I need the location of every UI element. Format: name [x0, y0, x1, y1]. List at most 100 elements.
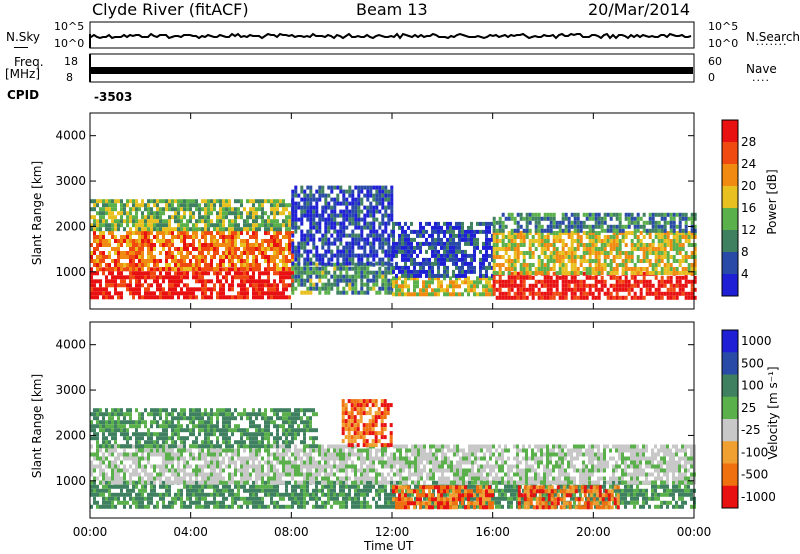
data-cell	[477, 492, 480, 497]
data-cell	[189, 227, 192, 232]
data-cell	[168, 484, 171, 489]
data-cell	[339, 253, 343, 258]
data-cell	[407, 249, 410, 254]
data-cell	[450, 488, 453, 493]
data-cell	[246, 267, 249, 271]
data-cell	[315, 205, 319, 210]
data-cell	[108, 452, 111, 457]
data-cell	[618, 263, 622, 267]
data-cell	[147, 480, 150, 485]
data-cell	[446, 229, 449, 234]
data-cell	[189, 203, 192, 208]
data-cell	[342, 504, 345, 509]
data-cell	[219, 255, 222, 259]
data-cell	[192, 488, 195, 493]
data-cell	[96, 255, 99, 259]
data-cell	[534, 496, 537, 501]
data-cell	[681, 255, 685, 259]
data-cell	[228, 239, 231, 243]
data-cell	[663, 255, 667, 259]
data-cell	[378, 492, 381, 497]
data-cell	[464, 241, 467, 246]
data-cell	[108, 231, 111, 235]
data-cell	[476, 221, 479, 226]
data-cell	[398, 241, 401, 246]
data-cell	[129, 231, 132, 235]
data-cell	[246, 259, 249, 263]
data-cell	[282, 291, 285, 296]
data-cell	[513, 251, 517, 255]
data-cell	[549, 283, 553, 288]
data-cell	[264, 219, 267, 224]
data-cell	[606, 271, 610, 275]
data-cell	[333, 205, 337, 210]
data-cell	[240, 215, 243, 220]
data-cell	[410, 245, 413, 250]
data-cell	[99, 223, 102, 228]
data-cell	[378, 241, 382, 246]
data-cell	[467, 261, 470, 266]
data-cell	[324, 274, 328, 279]
data-cell	[395, 261, 398, 266]
data-cell	[183, 275, 186, 280]
data-cell	[102, 207, 105, 212]
data-cell	[399, 488, 402, 493]
data-cell	[534, 271, 538, 275]
data-cell	[216, 263, 219, 267]
data-cell	[189, 259, 192, 263]
data-cell	[369, 233, 373, 238]
data-cell	[171, 235, 174, 239]
data-cell	[437, 292, 440, 297]
data-cell	[111, 267, 114, 271]
data-cell	[585, 251, 589, 255]
data-cell	[294, 201, 298, 206]
data-cell	[363, 266, 367, 271]
data-cell	[422, 229, 425, 234]
data-cell	[177, 227, 180, 232]
data-cell	[473, 233, 476, 238]
data-cell	[627, 231, 631, 235]
data-cell	[642, 295, 646, 300]
data-cell	[378, 189, 382, 194]
data-cell	[120, 452, 123, 457]
data-cell	[564, 279, 568, 284]
data-cell	[452, 229, 455, 234]
data-cell	[213, 239, 216, 243]
data-cell	[141, 211, 144, 216]
data-cell	[573, 275, 577, 280]
data-cell	[561, 239, 565, 243]
data-cell	[174, 211, 177, 216]
data-cell	[243, 207, 246, 212]
data-cell	[225, 504, 228, 509]
data-cell	[210, 267, 213, 271]
data-cell	[120, 235, 123, 239]
data-cell	[354, 205, 358, 210]
data-cell	[108, 444, 111, 449]
data-cell	[452, 269, 455, 274]
data-cell	[192, 255, 195, 259]
data-cell	[636, 500, 639, 505]
data-cell	[606, 255, 610, 259]
data-cell	[618, 216, 622, 221]
data-cell	[372, 193, 376, 198]
data-cell	[327, 245, 331, 250]
data-cell	[381, 201, 385, 206]
data-cell	[132, 219, 135, 224]
data-cell	[138, 271, 141, 276]
data-cell	[222, 287, 225, 292]
data-cell	[132, 456, 135, 461]
data-cell	[168, 279, 171, 284]
data-cell	[117, 251, 120, 255]
data-cell	[246, 295, 249, 300]
data-cell	[630, 216, 634, 221]
data-cell	[318, 213, 322, 218]
data-cell	[198, 251, 201, 255]
data-cell	[324, 492, 327, 497]
data-cell	[573, 255, 577, 259]
data-cell	[96, 223, 99, 228]
data-cell	[114, 279, 117, 284]
data-cell	[384, 286, 388, 291]
data-cell	[516, 291, 520, 296]
data-cell	[99, 215, 102, 220]
data-cell	[255, 259, 258, 263]
